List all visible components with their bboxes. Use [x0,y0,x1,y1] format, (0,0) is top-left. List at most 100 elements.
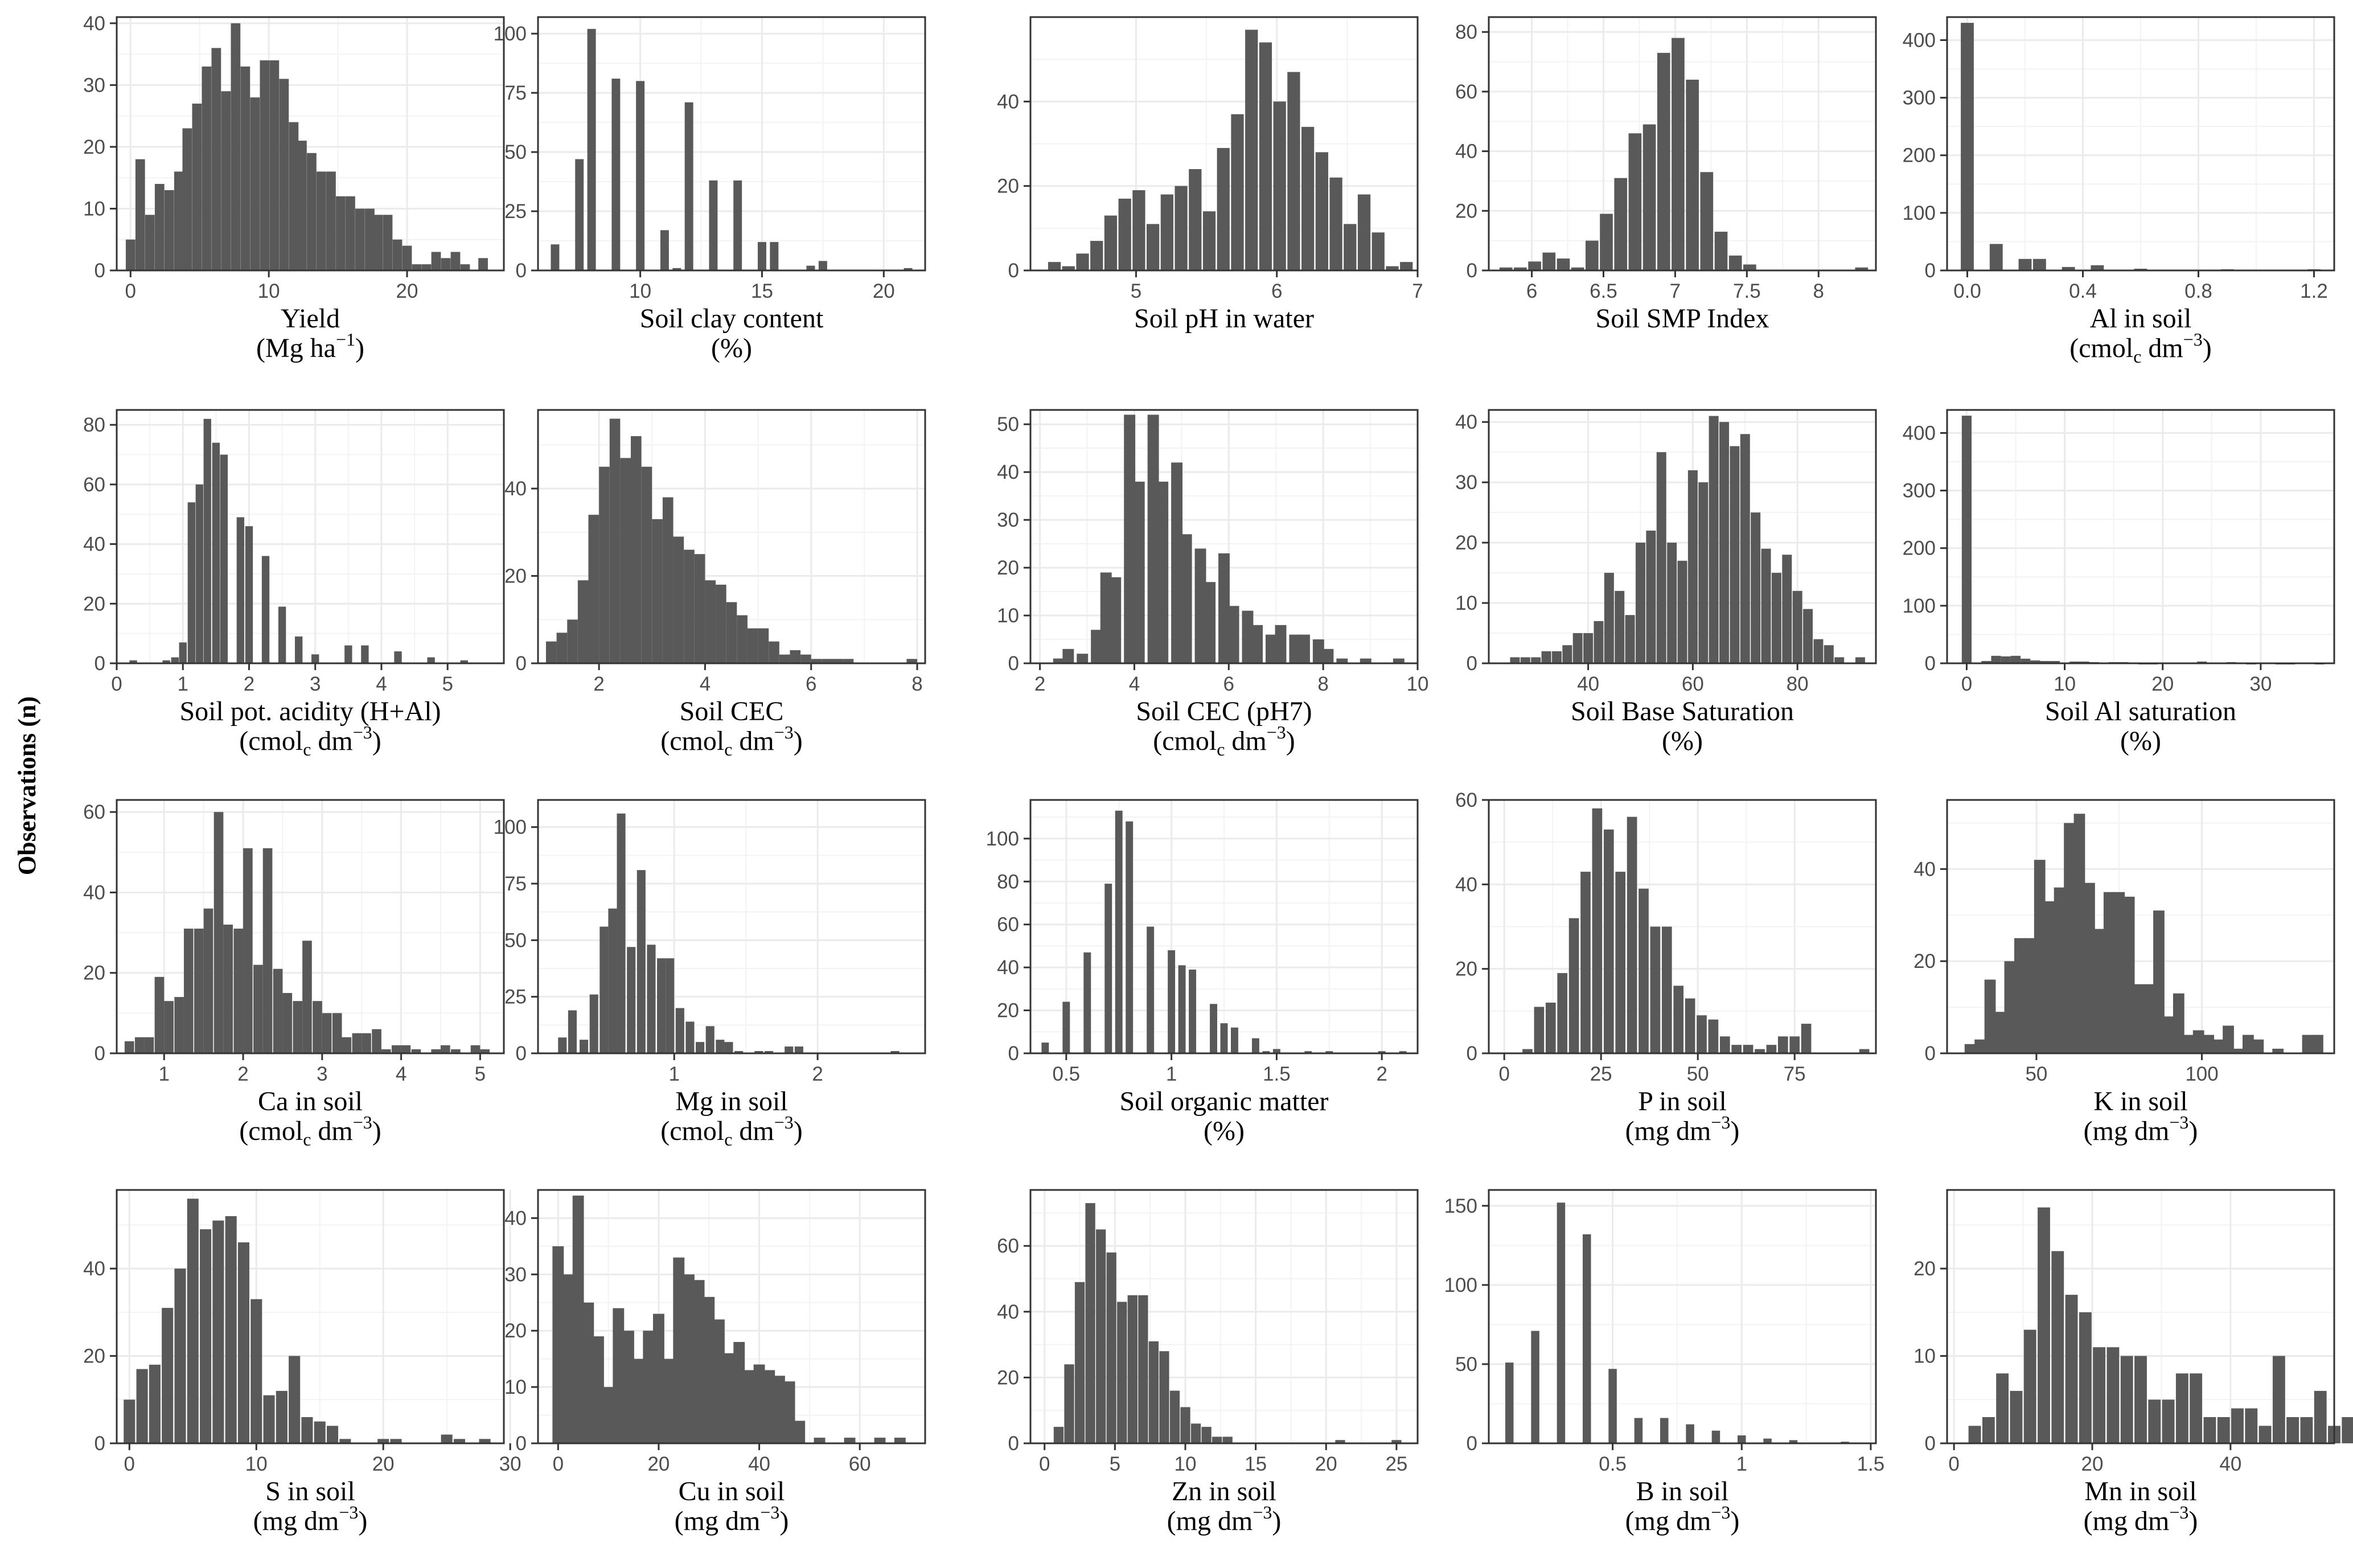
histogram-bar [1961,23,1974,270]
histogram-bar [187,502,196,663]
histogram-bar [611,79,621,270]
histogram-bar [703,1296,715,1443]
histogram-bar [440,1045,450,1053]
x-tick-label: 25 [1385,1453,1407,1475]
y-tick-label: 60 [1455,789,1477,811]
x-tick-label: 0 [125,280,136,302]
x-axis-unit: (mg dm−3) [2084,1502,2198,1536]
panel-background [1947,410,2334,663]
histogram-bar [421,264,432,270]
histogram-bar [545,641,557,663]
histogram-bar [269,60,280,270]
histogram-bar [2203,1417,2216,1443]
panel-p-in-soil: 0 25 50 75 0 20 40 60 P in soil(mg dm−3) [1455,789,1877,1146]
histogram-bar [608,908,617,1053]
histogram-bar [2065,1295,2078,1443]
y-tick-label: 20 [1455,532,1477,554]
y-tick-label: 100 [986,828,1019,850]
histogram-bar [1160,194,1173,270]
x-axis-title: Soil Al saturation [2045,696,2236,726]
histogram-bar [1981,660,1991,663]
y-tick-label: 20 [83,1345,105,1368]
histogram-bar [733,1342,745,1443]
histogram-bar [250,97,260,270]
y-tick-label: 20 [1455,958,1477,980]
histogram-bar [716,584,726,663]
histogram-bar [1777,1036,1788,1053]
y-tick-label: 50 [1455,1353,1477,1376]
x-tick-label: 10 [258,280,280,302]
histogram-bar [124,1399,135,1443]
histogram-bar [1571,267,1584,270]
panel-frame [537,1189,926,1444]
histogram-bar [225,1216,237,1443]
y-tick-label: 40 [997,1301,1019,1323]
histogram-bar [2073,814,2085,1053]
histogram-bar [1646,530,1656,663]
histogram-bar [1041,1042,1049,1053]
histogram-bar [129,660,137,663]
histogram-bar [2004,961,2016,1053]
panel-frame [1946,409,2335,664]
x-axis-unit: (mg dm−3) [1625,1502,1740,1536]
histogram-bar [672,268,681,270]
histogram-bar [174,997,184,1053]
x-tick-label: 60 [849,1453,871,1475]
x-tick-label: 20 [2151,673,2174,695]
histogram-bar [2300,1417,2313,1443]
y-tick-label: 80 [997,871,1019,893]
histogram-bar [636,81,645,270]
histogram-bar [278,606,286,663]
y-tick-label: 20 [1455,200,1477,222]
histogram-bar [1147,414,1159,663]
panel-background [538,17,925,270]
histogram-bar [202,66,212,270]
histogram-bar [441,258,451,270]
x-tick-label: 10 [629,280,651,302]
histogram-bar [906,659,918,663]
histogram-bar [1603,829,1614,1053]
x-tick-label: 0.5 [1052,1063,1080,1085]
histogram-bar [1053,658,1065,663]
panel-frame [1488,409,1877,664]
histogram-bar [647,945,656,1053]
x-axis-unit: (cmolc dm−3) [2069,329,2212,367]
histogram-bar [2106,1347,2120,1443]
histogram-bar [1202,211,1216,270]
x-tick-label: 15 [1245,1453,1267,1475]
histogram-bar [1115,810,1123,1053]
histogram-bar [724,1042,733,1053]
histogram-bar [1399,1051,1407,1053]
histogram-bar [2223,1025,2234,1053]
histogram-bar [1557,973,1568,1053]
histogram-bar [200,1229,212,1443]
panel-frame [537,409,926,664]
histogram-bar [1996,1373,2009,1443]
histogram-bar [1608,1369,1617,1443]
histogram-bar [1180,1407,1190,1443]
histogram-bar [1062,648,1074,663]
histogram-bar [1386,266,1399,270]
x-axis-title: Soil SMP Index [1596,303,1769,334]
panel-ca-in-soil: 1 2 3 4 5 0 20 40 60 Ca in soil(cmolc dm−3) [83,799,505,1150]
y-tick-label: 0 [1467,260,1477,282]
histogram-bar [1178,965,1186,1053]
x-tick-label: 75 [1784,1063,1806,1085]
histogram-bar [1661,926,1672,1053]
histogram-bar [1090,241,1103,270]
y-tick-label: 80 [1455,21,1477,43]
panel-frame [1029,16,1419,272]
x-tick-label: 50 [2025,1063,2047,1085]
y-tick-label: 50 [997,413,1019,436]
histogram-bar [2153,910,2165,1053]
panel-yield: 0 10 20 0 10 20 30 40 Yield(Mg ha−1) [83,13,505,363]
histogram-bar [1730,446,1740,663]
histogram-bar [2079,1312,2092,1443]
panel-soil-cec: 2 4 6 8 0 20 40 Soil CEC(cmolc dm−3) [504,409,926,760]
histogram-bar [1118,198,1131,270]
histogram-bar [289,122,299,270]
histogram-bar [1728,255,1742,270]
histogram-bar [302,941,312,1053]
histogram-bar [800,654,811,663]
histogram-bar [263,1395,275,1443]
